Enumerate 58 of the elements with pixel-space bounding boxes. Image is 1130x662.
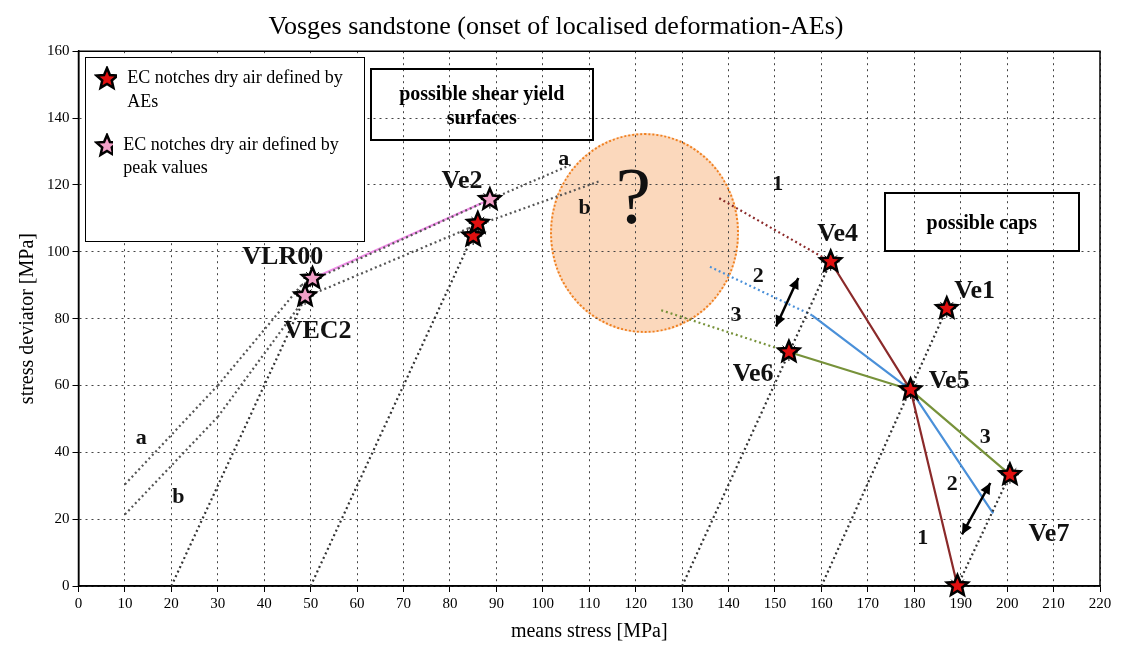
y-axis-title: stress deviator [MPa] [15, 233, 38, 405]
annotation: b [172, 482, 185, 508]
y-tick-label: 0 [62, 576, 70, 593]
x-axis-title: means stress [MPa] [510, 619, 668, 642]
annotation: b [578, 193, 591, 219]
x-tick-label: 140 [717, 594, 740, 611]
annotation: Ve5 [928, 365, 970, 395]
annotation: 3 [730, 300, 742, 326]
x-tick-label: 200 [995, 594, 1019, 611]
x-tick-label: 40 [256, 594, 272, 611]
annotation: Ve1 [954, 275, 996, 305]
annotation: 1 [917, 523, 929, 549]
x-tick-label: 10 [117, 594, 133, 611]
x-tick-label: 110 [578, 594, 601, 611]
y-tick-label: 60 [54, 376, 70, 393]
annotation: a [135, 423, 147, 449]
x-tick-label: 120 [624, 594, 647, 611]
x-tick-label: 20 [163, 594, 179, 611]
x-tick-label: 180 [903, 594, 926, 611]
annotation: a [558, 145, 570, 171]
y-tick-label: 40 [54, 443, 70, 460]
legend-label: EC notches dry air defined by AEs [127, 66, 344, 113]
annotation: Ve4 [817, 218, 859, 248]
annotation: VEC2 [283, 315, 352, 345]
annotation: ? [615, 152, 652, 241]
x-tick-label: 80 [442, 594, 458, 611]
legend-label: EC notches dry air defined by peak values [123, 132, 340, 180]
x-tick-label: 50 [303, 594, 319, 611]
y-tick-label: 20 [54, 510, 70, 527]
x-tick-label: 190 [949, 594, 972, 611]
annotation: Ve7 [1028, 517, 1070, 547]
x-tick-label: 0 [74, 594, 83, 611]
x-tick-label: 70 [396, 594, 412, 611]
x-tick-label: 130 [670, 594, 694, 611]
y-tick-label: 140 [47, 108, 70, 125]
x-tick-label: 100 [531, 594, 555, 611]
annotation: 2 [946, 470, 958, 496]
annotation: 2 [752, 262, 764, 288]
x-tick-label: 170 [856, 594, 880, 611]
annotation: Ve2 [441, 164, 483, 194]
y-tick-label: 100 [47, 242, 70, 259]
chart-title: Vosges sandstone (onset of localised deformation-AEs) [268, 11, 844, 41]
x-tick-label: 30 [210, 594, 226, 611]
y-tick-label: 160 [47, 42, 70, 59]
annotation: 1 [772, 170, 784, 196]
x-tick-label: 160 [810, 594, 833, 611]
x-tick-label: 210 [1042, 594, 1065, 611]
x-tick-label: 220 [1088, 594, 1112, 611]
y-tick-label: 80 [54, 309, 70, 326]
annotation: Ve6 [732, 358, 774, 388]
x-tick-label: 60 [349, 594, 365, 611]
annotation: possible shear yield surfaces [369, 67, 594, 142]
annotation: 3 [979, 422, 991, 448]
x-tick-label: 90 [488, 594, 504, 611]
annotation: VLR00 [242, 241, 324, 271]
y-tick-label: 120 [47, 175, 70, 192]
annotation: possible caps [883, 192, 1081, 253]
x-tick-label: 150 [763, 594, 787, 611]
